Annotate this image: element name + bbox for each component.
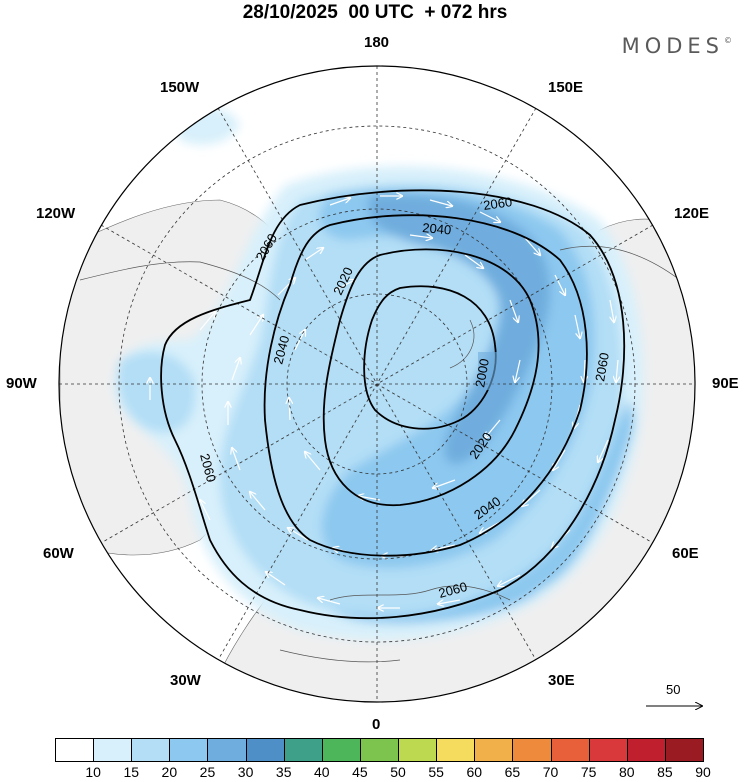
lon-label-30e: 30E (548, 672, 575, 689)
colorbar-tick-label: 25 (199, 764, 216, 780)
copyright-mark: © (724, 36, 732, 45)
graticule (59, 66, 695, 702)
colorbar-tick-label: 60 (466, 764, 483, 780)
lon-label-30w: 30W (170, 672, 201, 689)
logo-text: MODES (621, 34, 724, 58)
contour-2060 (160, 189, 626, 620)
colorbar-cell (398, 738, 438, 762)
colorbar-tick-label: 70 (542, 764, 559, 780)
contour-2040 (263, 214, 588, 557)
colorbar-cell (321, 738, 361, 762)
colorbar-tick-label: 90 (695, 764, 711, 780)
lon-label-60e: 60E (672, 545, 699, 562)
colorbar-tick-label: 35 (275, 764, 292, 780)
colorbar-tick-label: 20 (161, 764, 178, 780)
contour-label-2060e: 2060 (437, 579, 469, 601)
lon-label-90e: 90E (712, 375, 739, 392)
colorbar-cell (588, 738, 628, 762)
lon-label-150e: 150E (548, 79, 584, 96)
colorbar-cell (512, 738, 552, 762)
colorbar-tick-label: 40 (314, 764, 330, 780)
colorbar-cell (436, 738, 476, 762)
colorbar-cell (169, 738, 209, 762)
colorbar-cell (283, 738, 323, 762)
colorbar-cell (550, 738, 590, 762)
colorbar-tick-label: 30 (237, 764, 254, 780)
colorbar-cell (55, 738, 95, 762)
contour-label-2060: 2060 (482, 194, 513, 213)
colorbar-cell (664, 738, 704, 762)
wind-vectors (150, 196, 618, 608)
contour-2020 (322, 248, 540, 507)
colorbar-cell (474, 738, 514, 762)
contour-label-2040b: 2040 (270, 334, 292, 366)
colorbar-tick-label: 80 (618, 764, 635, 780)
map-border (58, 65, 696, 703)
colorbar-cell (207, 738, 247, 762)
contour-label-2060c: 2060 (592, 351, 612, 382)
lon-label-120e: 120E (674, 205, 710, 222)
colorbar-tick-label: 50 (390, 764, 406, 780)
colorbar-cell (131, 738, 171, 762)
lon-label-0: 0 (372, 716, 381, 733)
colorbar-tick-label: 75 (580, 764, 597, 780)
colorbar-cell (626, 738, 666, 762)
coastlines (79, 245, 681, 663)
colorbar (55, 738, 704, 762)
colorbar-cell (245, 738, 285, 762)
colorbar-tick-label: 45 (352, 764, 368, 780)
reference-vector-label: 50 (666, 682, 681, 697)
lon-label-120w: 120W (36, 205, 76, 222)
map-title: 28/10/2025 00 UTC + 072 hrs (242, 2, 508, 23)
contour-label-2040: 2040 (422, 220, 452, 237)
lon-label-60w: 60W (43, 545, 74, 562)
lon-label-150w: 150W (160, 79, 200, 96)
colorbar-cell (93, 738, 133, 762)
colorbar-tick-label: 85 (657, 764, 673, 780)
lon-label-180: 180 (364, 34, 390, 51)
wind-speed-shading (114, 106, 644, 640)
contour-2000 (363, 285, 497, 430)
colorbar-tick-label: 15 (123, 764, 140, 780)
colorbar-cell (359, 738, 400, 762)
contour-label-2060d: 2060 (197, 452, 219, 484)
colorbar-tick-label: 65 (504, 764, 521, 780)
lon-label-90w: 90W (6, 375, 37, 392)
colorbar-ticks: 10 15 20 25 30 35 40 45 50 55 60 65 70 75 80 85 90 (55, 764, 710, 780)
colorbar-tick-label: 10 (85, 764, 101, 780)
height-contours (160, 189, 626, 620)
map-disk: 2000 2020 2020 2040 2040 2040 2060 2060 … (59, 66, 695, 702)
colorbar-tick-label: 55 (428, 764, 444, 780)
contour-label-2000: 2000 (472, 357, 492, 388)
modes-logo: MODES© (622, 34, 732, 58)
